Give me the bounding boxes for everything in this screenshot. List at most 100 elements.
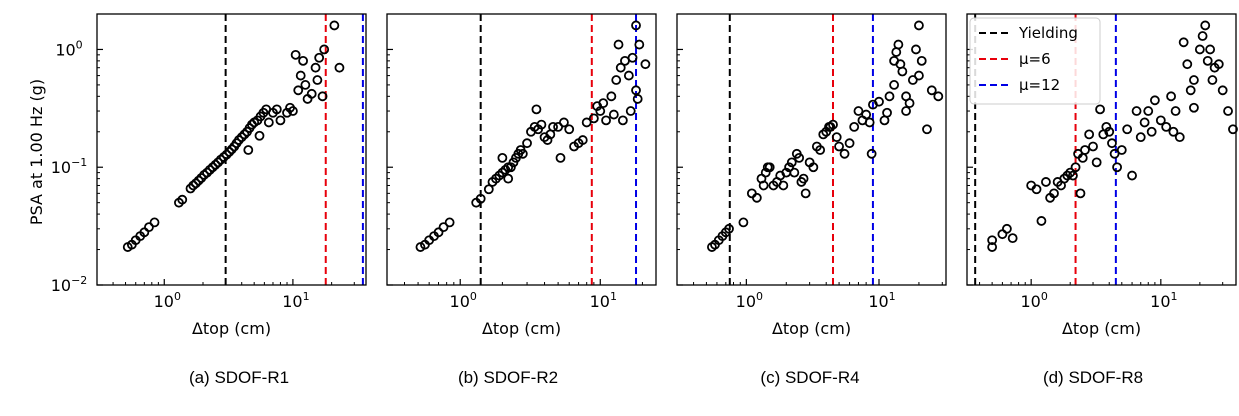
data-point — [627, 52, 638, 63]
data-point — [224, 146, 235, 157]
data-point — [319, 44, 330, 55]
data-point — [987, 242, 998, 252]
data-point — [149, 217, 160, 228]
data-point — [497, 153, 508, 163]
data-point — [1122, 124, 1133, 135]
data-point — [778, 180, 789, 191]
data-point — [1104, 126, 1115, 137]
data-point — [1197, 31, 1208, 41]
data-point — [623, 70, 634, 81]
data-point — [800, 188, 811, 199]
data-point — [329, 20, 340, 31]
data-point — [831, 132, 842, 143]
x-tick-label: 101 — [590, 290, 617, 311]
data-point — [317, 91, 328, 102]
data-point — [1146, 126, 1157, 137]
data-point — [288, 106, 298, 116]
data-point — [1107, 138, 1117, 149]
data-point — [1112, 162, 1122, 173]
data-point — [884, 91, 895, 102]
data-point — [218, 152, 229, 162]
x-tick-label: 101 — [1150, 290, 1177, 311]
data-point — [784, 162, 794, 173]
data-point — [1166, 91, 1176, 102]
chart-panel-2: 100 101 Δtop (cm) — [386, 13, 657, 338]
data-point — [615, 62, 626, 73]
data-point — [271, 104, 282, 115]
data-point — [314, 52, 325, 63]
data-point — [893, 39, 904, 50]
data-point — [1189, 102, 1199, 113]
data-point — [853, 106, 864, 116]
data-point — [1075, 188, 1086, 199]
data-point — [531, 104, 542, 115]
data-point — [306, 88, 317, 99]
x-tick-label: 101 — [282, 290, 309, 311]
data-point — [874, 96, 884, 107]
data-point — [444, 217, 455, 228]
data-point — [1185, 85, 1196, 96]
plot-frame — [966, 13, 1237, 286]
data-point — [1095, 104, 1105, 115]
legend-entry: μ=6 — [1019, 50, 1051, 68]
data-point — [789, 167, 800, 178]
data-point — [213, 157, 223, 168]
data-point — [221, 149, 232, 160]
data-point — [861, 109, 872, 120]
plot-frame — [386, 13, 657, 286]
data-point — [849, 121, 860, 132]
y-axis-label: PSA at 1.00 Hz (g) — [27, 79, 46, 225]
data-point — [1161, 121, 1172, 132]
data-point — [751, 192, 762, 203]
x-axis-label: Δtop (cm) — [192, 319, 271, 338]
data-point — [1002, 223, 1012, 234]
data-point — [762, 162, 773, 173]
chart-panel-4: 100 101 Δtop (cm) Yielding μ=6 μ=12 — [966, 13, 1238, 338]
data-point — [233, 135, 244, 145]
data-point — [911, 44, 921, 55]
data-point — [794, 153, 805, 163]
chart-panel-3: 100 101 Δtop (cm) — [676, 13, 947, 338]
data-point — [1207, 75, 1218, 85]
data-point — [1178, 37, 1189, 48]
data-point — [300, 80, 311, 90]
data-point — [581, 117, 592, 128]
data-point — [933, 91, 944, 102]
data-point — [632, 94, 643, 104]
data-point — [1036, 216, 1047, 226]
data-point — [254, 130, 265, 141]
y-tick-label: 100 — [55, 38, 82, 59]
x-tick-label: 100 — [450, 290, 477, 311]
data-point — [889, 80, 900, 90]
legend-box — [969, 17, 1101, 105]
x-tick-label: 100 — [736, 290, 763, 311]
data-point — [295, 70, 306, 81]
data-point — [243, 145, 254, 155]
data-point — [724, 223, 734, 234]
data-point — [864, 117, 875, 128]
data-point — [828, 119, 838, 130]
data-point — [310, 62, 321, 73]
data-point — [631, 85, 641, 96]
x-axis-label: Δtop (cm) — [482, 319, 561, 338]
data-point — [1135, 132, 1146, 143]
x-tick-label: 100 — [154, 290, 181, 311]
data-point — [798, 173, 809, 184]
data-point — [598, 98, 609, 109]
data-point — [144, 222, 154, 233]
caption-a: (a) SDOF-R1 — [188, 368, 290, 387]
data-point — [839, 148, 850, 159]
chart-panel-1: 100 101 10−2 10−1 100 Δtop (cm) — [51, 13, 367, 338]
data-point — [1041, 177, 1051, 187]
data-point — [758, 180, 769, 191]
data-point — [503, 173, 514, 184]
y-tick-label: 10−2 — [51, 274, 88, 295]
data-point — [564, 124, 575, 135]
data-point — [548, 121, 558, 132]
data-point — [1131, 106, 1142, 116]
data-point — [522, 138, 532, 149]
data-point — [536, 119, 547, 130]
data-point — [606, 91, 617, 102]
data-point — [1068, 170, 1078, 181]
data-point — [987, 235, 998, 246]
